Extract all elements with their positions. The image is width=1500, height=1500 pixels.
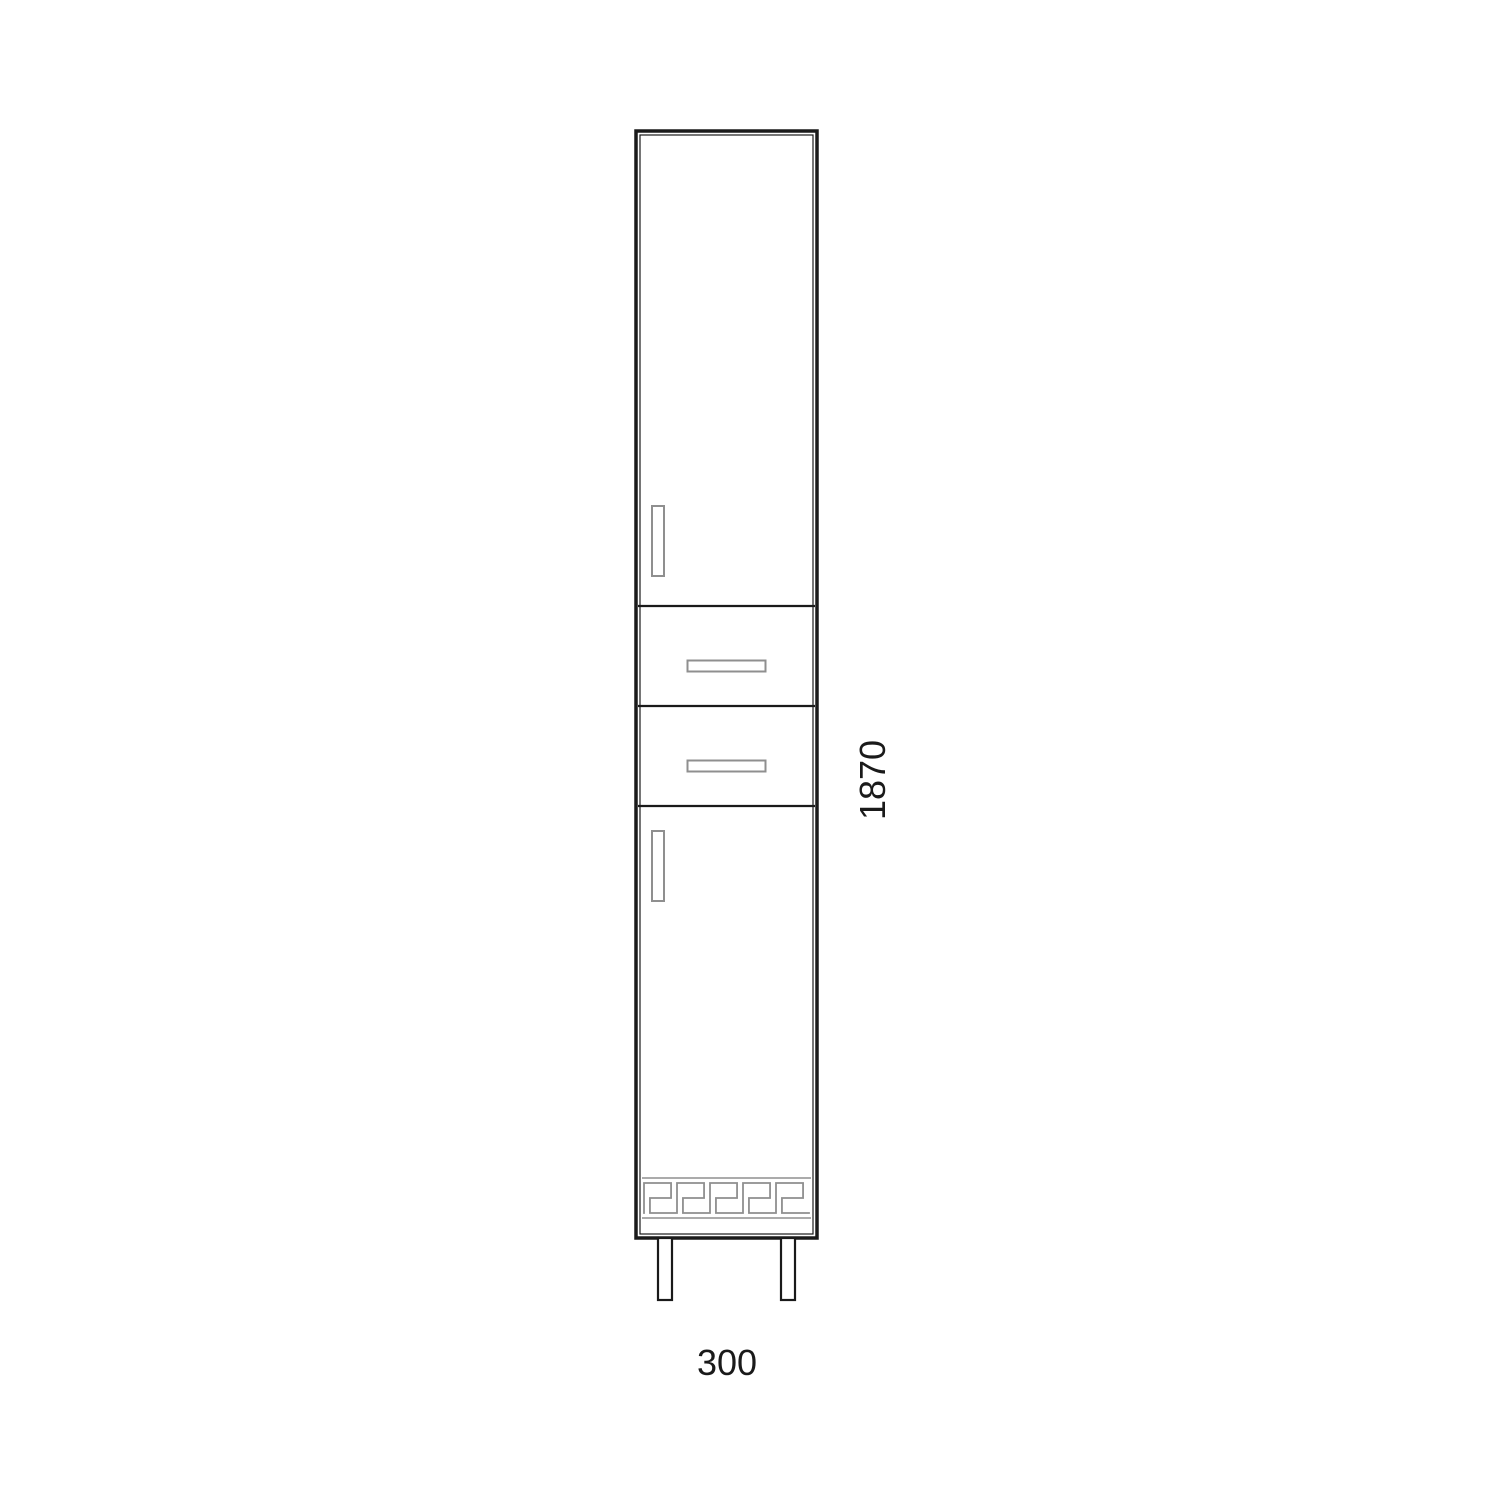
- cabinet-outline: [636, 131, 817, 1238]
- leg-left: [658, 1238, 672, 1300]
- cabinet-dimension-diagram: 1870 300: [0, 0, 1500, 1500]
- leg-right: [781, 1238, 795, 1300]
- height-dimension-label: 1870: [852, 740, 893, 820]
- width-dimension-label: 300: [697, 1342, 757, 1383]
